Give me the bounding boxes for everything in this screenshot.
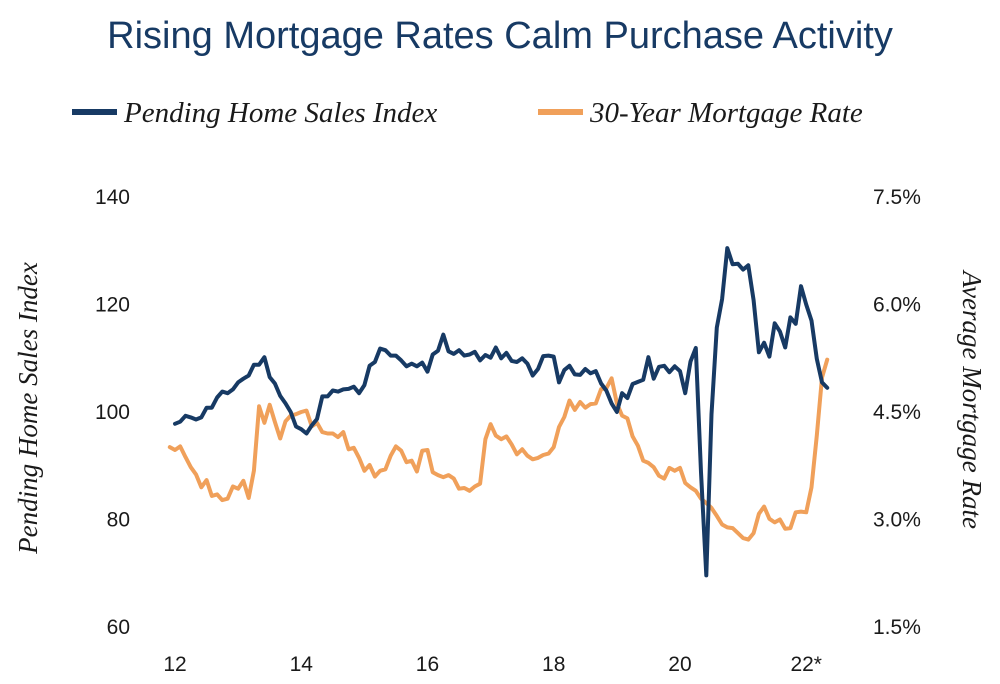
y-right-tick-label: 7.5% bbox=[873, 186, 921, 209]
y-left-axis-title: Pending Home Sales Index bbox=[13, 262, 43, 555]
y-left-tick-label: 140 bbox=[95, 186, 130, 209]
y-left-ticks: 140 120 100 80 60 bbox=[95, 186, 130, 639]
x-tick-label: 14 bbox=[290, 653, 314, 676]
y-left-tick-label: 80 bbox=[107, 509, 130, 532]
x-tick-label: 16 bbox=[416, 653, 439, 676]
y-left-tick-label: 120 bbox=[95, 294, 130, 317]
x-tick-label: 22* bbox=[790, 653, 822, 676]
y-right-ticks: 7.5% 6.0% 4.5% 3.0% 1.5% bbox=[873, 186, 921, 639]
x-tick-label: 20 bbox=[668, 653, 691, 676]
y-right-axis-title: Average Mortgage Rate bbox=[957, 269, 987, 529]
y-right-tick-label: 3.0% bbox=[873, 509, 921, 532]
chart-title: Rising Mortgage Rates Calm Purchase Acti… bbox=[107, 15, 893, 57]
x-tick-label: 12 bbox=[163, 653, 186, 676]
y-right-tick-label: 6.0% bbox=[873, 294, 921, 317]
y-left-tick-label: 100 bbox=[95, 401, 130, 424]
x-tick-label: 18 bbox=[542, 653, 565, 676]
series-line-pending-home-sales bbox=[173, 246, 830, 578]
legend-label-mortgage-rate: 30-Year Mortgage Rate bbox=[589, 97, 863, 129]
legend: Pending Home Sales Index 30-Year Mortgag… bbox=[72, 97, 863, 129]
y-right-tick-label: 4.5% bbox=[873, 401, 921, 424]
y-left-tick-label: 60 bbox=[107, 616, 130, 639]
y-right-tick-label: 1.5% bbox=[873, 616, 921, 639]
series-line-mortgage-rate bbox=[167, 357, 830, 542]
x-ticks: 12 14 16 18 20 22* bbox=[163, 653, 822, 676]
legend-label-pending-home-sales: Pending Home Sales Index bbox=[123, 97, 437, 129]
plot-area bbox=[167, 246, 830, 578]
